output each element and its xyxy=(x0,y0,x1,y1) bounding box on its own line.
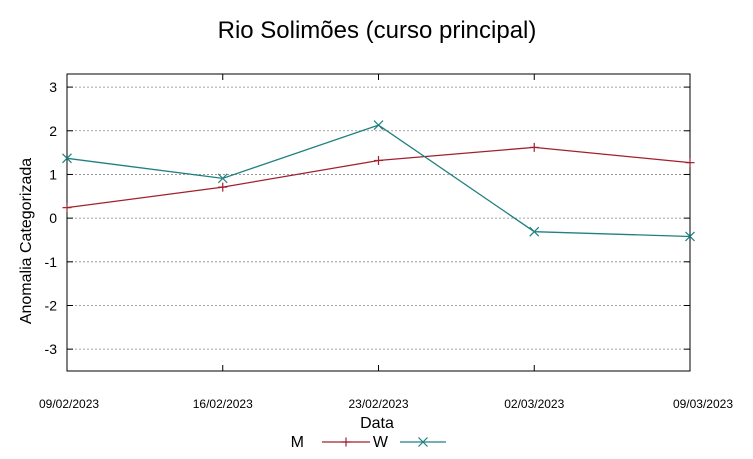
legend-label-w: W xyxy=(373,434,389,451)
x-axis-ticks: 09/02/2023 16/02/2023 23/02/2023 02/03/2023… xyxy=(39,74,733,411)
plot-area-frame xyxy=(66,73,691,372)
x-tick-label: 09/03/2023 xyxy=(673,397,733,411)
series-w-point-d2 xyxy=(62,153,72,164)
x-axis-label: Data xyxy=(360,415,394,432)
y-axis-label: Anomalia Categorizada xyxy=(18,158,35,324)
y-tick-label: 0 xyxy=(49,210,57,226)
x-tick-label: 23/02/2023 xyxy=(348,397,408,411)
y-tick-label: 1 xyxy=(49,166,57,182)
legend-label-m: M xyxy=(291,434,304,451)
y-tick-label: 3 xyxy=(49,79,57,95)
series-w-point-d2 xyxy=(529,226,540,237)
series-w-point-d2 xyxy=(373,120,384,131)
legend-marker-w-d2 xyxy=(418,437,428,447)
y-tick-label: -2 xyxy=(45,297,58,313)
y-tick-label: -1 xyxy=(45,254,58,270)
y-axis-ticks: -3 -2 -1 0 1 2 3 xyxy=(45,79,690,357)
x-tick-label: 02/03/2023 xyxy=(504,397,564,411)
series-layer xyxy=(62,120,695,242)
y-tick-label: -3 xyxy=(45,341,58,357)
gridlines xyxy=(67,86,690,350)
x-tick-label: 16/02/2023 xyxy=(193,397,253,411)
chart-title: Rio Solimões (curso principal) xyxy=(218,17,537,44)
series-w xyxy=(62,120,695,242)
series-w-point-d2 xyxy=(217,173,228,184)
y-tick-label: 2 xyxy=(49,123,57,139)
x-tick-label: 09/02/2023 xyxy=(39,397,99,411)
series-w-point-d2 xyxy=(685,231,695,242)
series-m xyxy=(62,142,695,213)
series-w-line xyxy=(66,124,691,238)
